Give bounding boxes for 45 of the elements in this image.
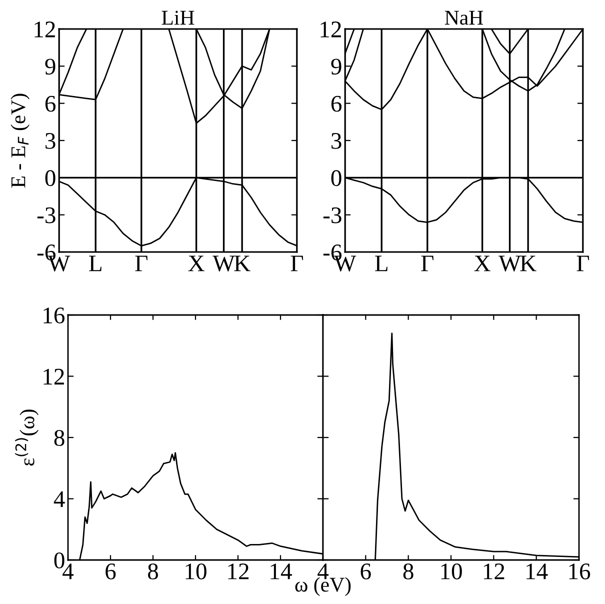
x-tick-label: W [212,256,235,272]
y-tick-label: 6 [331,96,342,112]
x-tick-label: K [234,256,250,272]
x-tick-label: Γ [135,256,148,272]
x-tick-label: 12 [228,564,249,580]
y-tick-label: 12 [44,368,64,384]
x-tick-label: W [498,256,521,272]
y-tick-label: 9 [331,58,342,75]
x-axis-title: ω (eV) [295,577,351,596]
chart-title: LiH [162,10,194,25]
x-tick-label: 12 [484,564,504,580]
y-tick-label: 0 [331,170,342,186]
y-tick-label: 4 [54,491,65,507]
y-tick-label: 16 [44,308,65,324]
y-tick-label: 6 [45,96,56,112]
y-tick-label: -3 [323,207,342,224]
x-tick-label: 8 [148,563,158,580]
x-tick-label: L [375,256,388,272]
x-tick-label: Γ [290,256,304,272]
chart-title: NaH [444,10,484,25]
y-tick-label: 3 [46,133,56,149]
y-tick-label: 0 [54,552,64,568]
y-axis-title: E - E$_{F}$ (eV) [10,94,30,188]
x-tick-label: 16 [569,564,590,580]
x-tick-label: 8 [403,563,414,580]
y-tick-label: 9 [45,58,56,75]
y-tick-label: 0 [45,170,56,186]
x-tick-label: 6 [106,564,116,580]
y-tick-label: -3 [37,207,56,224]
x-tick-label: X [474,256,490,272]
y-axis-title: ε$^{(2)}$(ω) [15,410,39,466]
y-tick-label: 8 [54,430,64,446]
y-tick-label: 12 [34,22,55,38]
x-tick-label: 14 [270,564,292,580]
x-tick-label: 10 [441,563,462,580]
x-tick-label: L [89,256,102,272]
x-tick-label: 14 [526,564,548,580]
x-tick-label: 10 [186,563,206,580]
x-tick-label: Γ [576,256,590,272]
x-tick-label: Γ [421,256,434,272]
x-tick-label: K [520,256,536,272]
y-tick-label: 3 [332,133,342,149]
y-tick-label: 12 [320,22,341,38]
x-tick-label: 6 [360,564,371,580]
x-tick-label: X [188,256,204,272]
